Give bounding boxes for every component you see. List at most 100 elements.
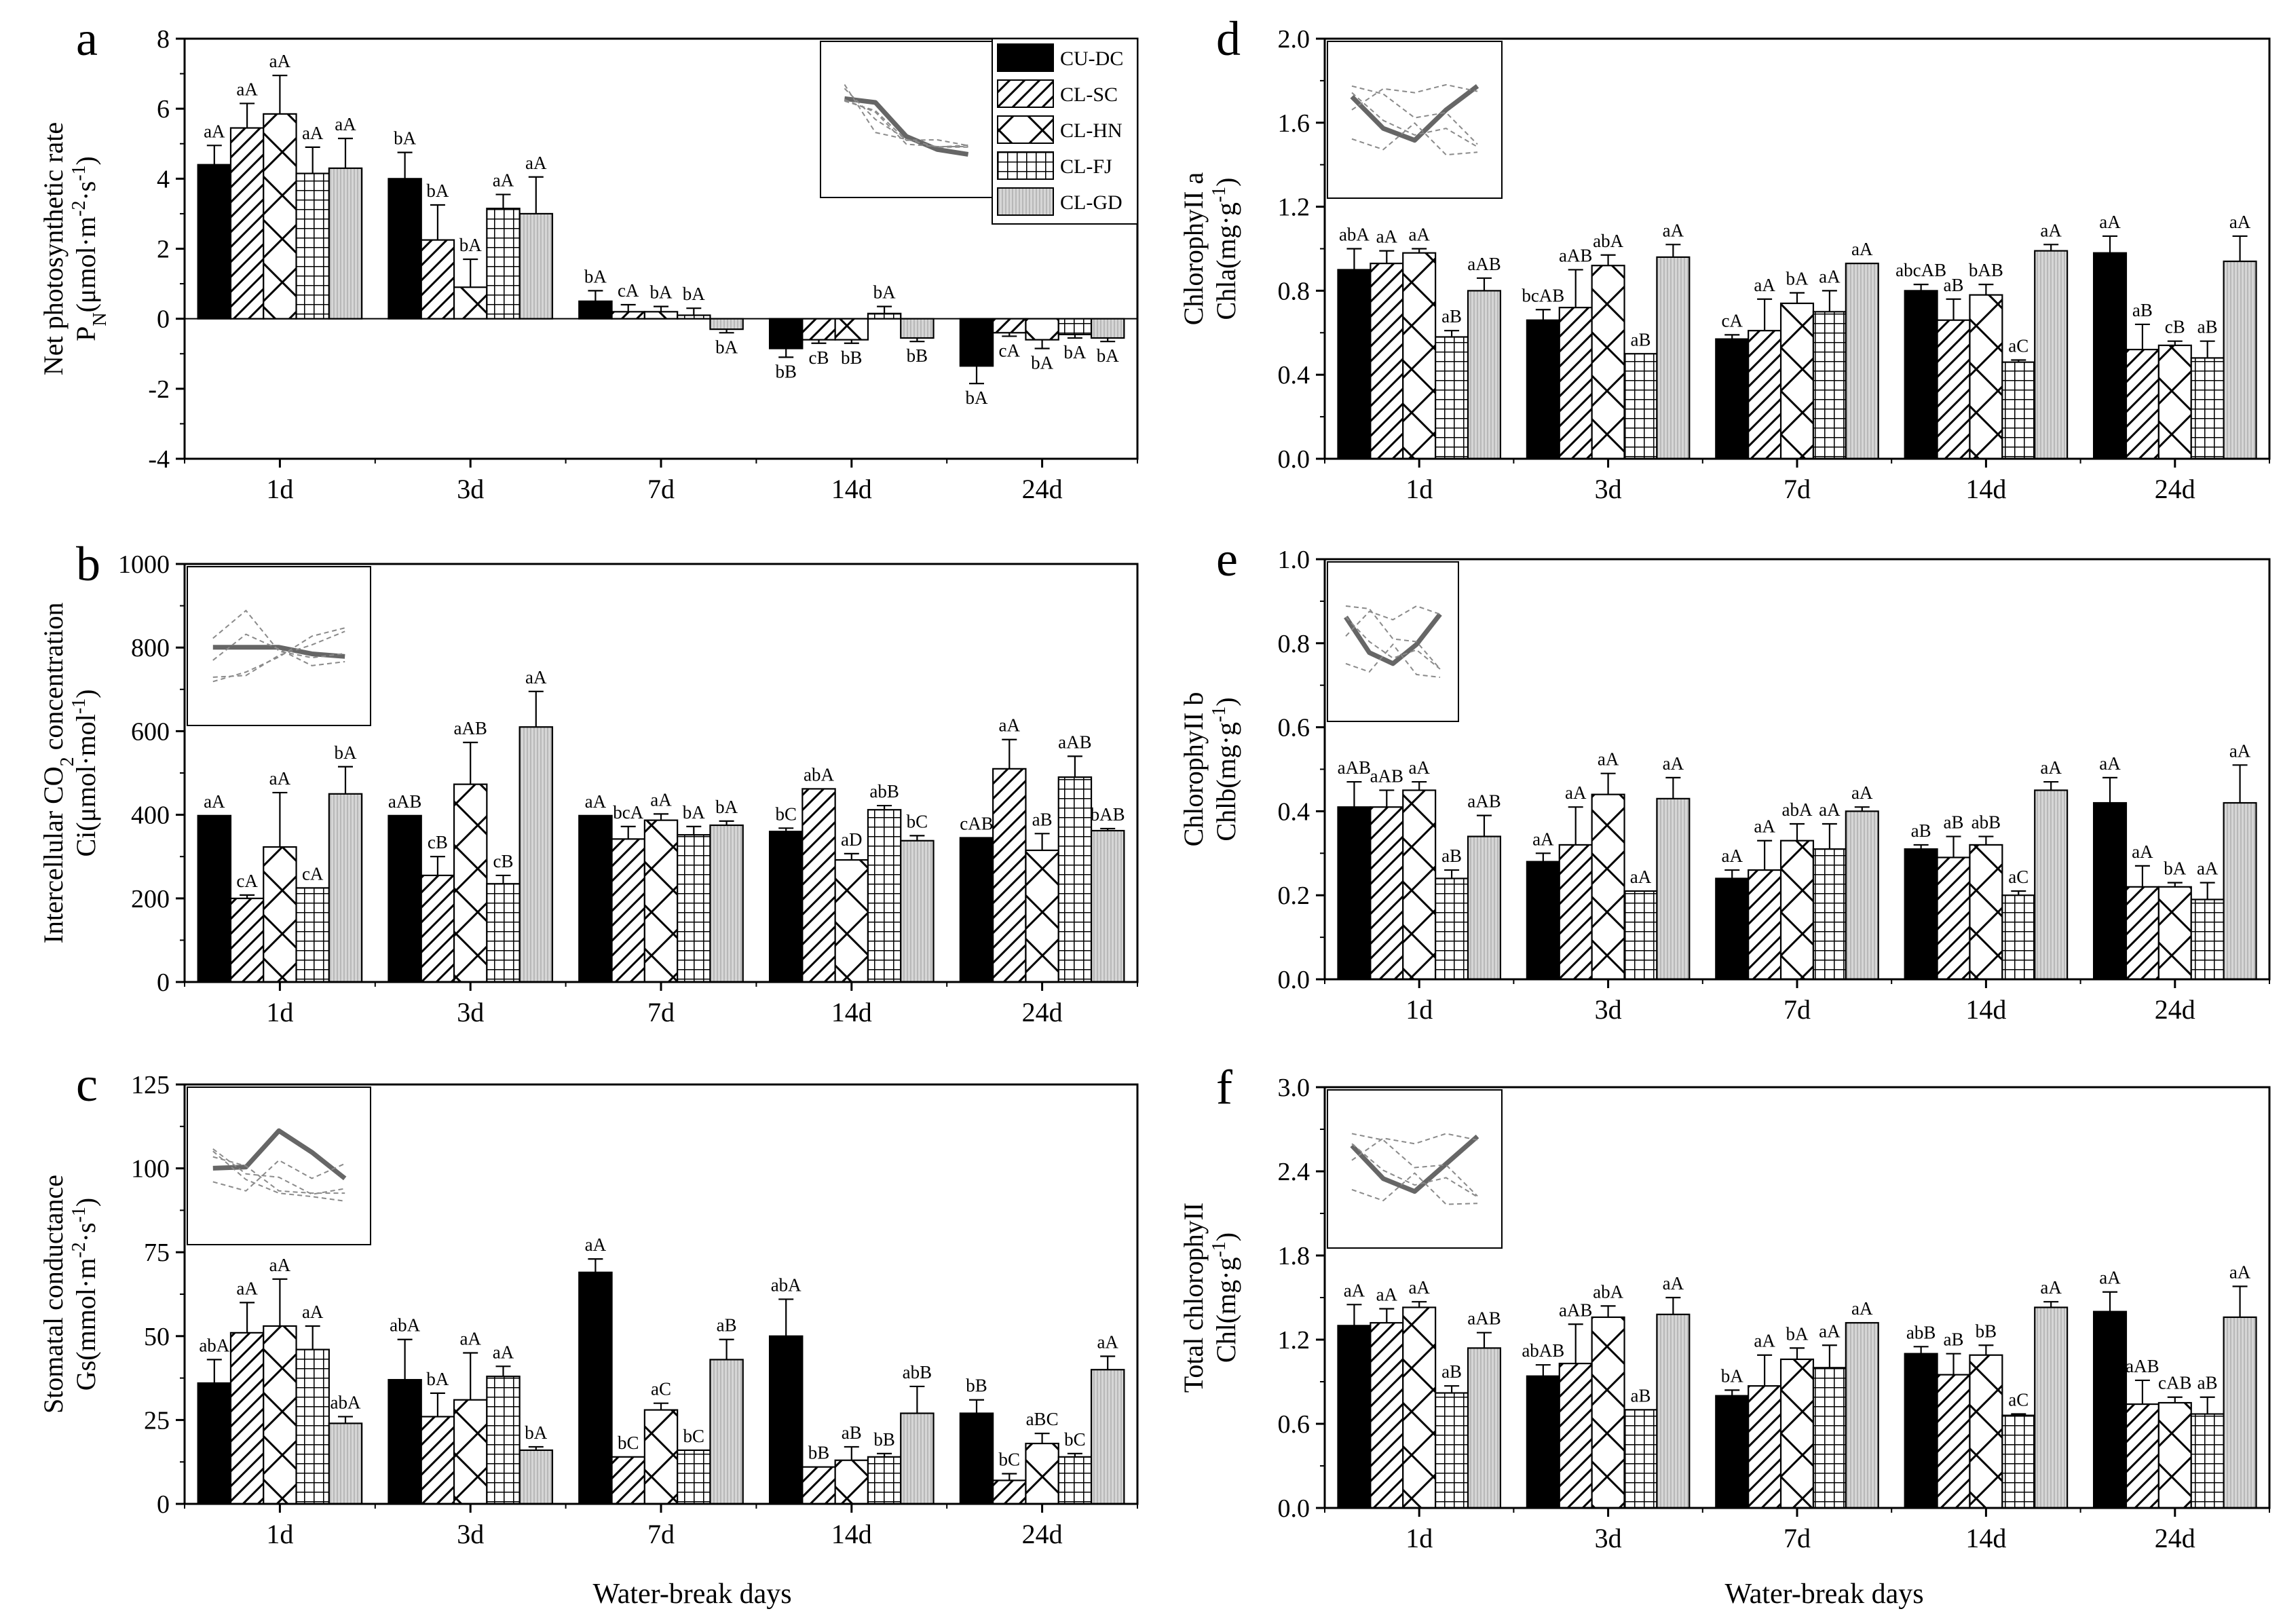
legend-swatch-cu-dc bbox=[997, 43, 1054, 72]
significance-label: aA bbox=[236, 1278, 258, 1298]
inset-line-other bbox=[1351, 1143, 1478, 1198]
bar-cl-sc-24d bbox=[992, 1479, 1027, 1505]
significance-label: bA bbox=[584, 266, 607, 286]
y-tick-label: 0.0 bbox=[1278, 1494, 1310, 1523]
bar-cl-gd-14d bbox=[900, 1412, 935, 1505]
bar-cu-dc-1d bbox=[197, 1382, 232, 1505]
legend-label: CL-SC bbox=[1060, 83, 1118, 106]
bar-cl-sc-24d bbox=[2125, 348, 2159, 460]
y-tick-label: 1.6 bbox=[1278, 109, 1310, 138]
bar-cu-dc-3d bbox=[388, 1378, 422, 1505]
significance-label: aAB bbox=[1370, 766, 1404, 786]
significance-label: bC bbox=[999, 1450, 1021, 1470]
y-tick-label: 0.8 bbox=[1278, 630, 1310, 658]
significance-label: aA bbox=[302, 123, 324, 143]
bar-cl-hn-14d bbox=[834, 859, 869, 983]
bar-cl-sc-14d bbox=[1936, 1374, 1971, 1509]
y-tick-label: 25 bbox=[144, 1406, 170, 1435]
y-tick-label: 1.2 bbox=[1278, 1326, 1310, 1355]
significance-label: aA bbox=[236, 79, 258, 99]
x-tick-label: 1d bbox=[1405, 994, 1433, 1025]
y-axis-unit: Chla(mg·g-1) bbox=[1209, 178, 1242, 320]
bar-cl-hn-3d bbox=[453, 783, 488, 983]
significance-label: aAB bbox=[1338, 757, 1372, 778]
bar-cl-fj-7d bbox=[677, 1449, 711, 1505]
significance-label: bC bbox=[907, 811, 928, 831]
legend-swatch-cl-fj bbox=[997, 151, 1054, 180]
significance-label: aA bbox=[1819, 266, 1841, 286]
significance-label: abA bbox=[771, 1274, 801, 1295]
x-tick-label: 14d bbox=[1965, 474, 2006, 504]
x-tick-label: 7d bbox=[647, 1519, 675, 1549]
y-tick-label: 0 bbox=[157, 968, 170, 997]
significance-label: aA bbox=[1819, 1321, 1841, 1341]
inset-line-main bbox=[212, 1128, 347, 1181]
inset-d bbox=[1327, 41, 1503, 199]
bar-cl-hn-3d bbox=[453, 1399, 488, 1505]
plot-frame bbox=[1323, 1086, 2271, 1509]
significance-label: cA bbox=[1721, 310, 1743, 331]
bar-cl-gd-14d bbox=[900, 839, 935, 983]
significance-label: aA bbox=[1721, 846, 1743, 866]
legend-swatch-cl-sc bbox=[997, 79, 1054, 108]
significance-label: bC bbox=[775, 804, 797, 824]
significance-label: aA bbox=[1376, 227, 1398, 247]
bar-cl-sc-1d bbox=[229, 897, 265, 983]
significance-label: aA bbox=[1532, 829, 1554, 849]
inset-line-other bbox=[1351, 1133, 1478, 1197]
y-tick-label: 0.8 bbox=[1278, 277, 1310, 305]
inset-line-other bbox=[212, 1156, 345, 1194]
significance-label: aA bbox=[204, 121, 225, 141]
significance-label: aA bbox=[1408, 1277, 1430, 1298]
inset-line-main bbox=[1350, 84, 1479, 143]
significance-label: abB bbox=[1906, 1322, 1936, 1342]
bar-cl-hn-3d bbox=[1591, 793, 1625, 981]
inset-line-main bbox=[212, 645, 345, 659]
bar-cu-dc-3d bbox=[388, 178, 422, 320]
plot-frame bbox=[183, 1083, 1139, 1505]
significance-label: aA bbox=[302, 1302, 324, 1322]
x-tick-label: 3d bbox=[1595, 474, 1622, 504]
bar-cl-fj-3d bbox=[486, 208, 521, 320]
bar-cu-dc-1d bbox=[1337, 806, 1372, 981]
y-axis-title: Stomatal conductance bbox=[38, 1175, 69, 1414]
y-tick-label: -4 bbox=[148, 445, 170, 474]
inset-line-other bbox=[212, 633, 345, 666]
x-tick-label: 24d bbox=[2155, 1523, 2195, 1553]
y-tick-label: 3.0 bbox=[1278, 1074, 1310, 1102]
bar-cl-hn-7d bbox=[643, 1409, 679, 1505]
significance-label: cB bbox=[428, 832, 448, 852]
bar-cl-gd-7d bbox=[1845, 810, 1879, 981]
legend-label: CL-GD bbox=[1060, 191, 1122, 214]
inset-line-main bbox=[1350, 1134, 1479, 1194]
x-tick-label: 7d bbox=[647, 474, 675, 504]
bar-cl-gd-7d bbox=[709, 1359, 744, 1505]
bar-cl-sc-1d bbox=[229, 127, 265, 320]
significance-label: aA bbox=[2040, 1277, 2062, 1298]
significance-label: bA bbox=[334, 742, 357, 763]
bar-cl-gd-24d bbox=[2223, 1316, 2257, 1509]
inset-line-other bbox=[1351, 1172, 1478, 1205]
bar-cl-sc-3d bbox=[420, 1416, 455, 1505]
y-tick-label: 8 bbox=[157, 25, 170, 54]
bar-cl-fj-3d bbox=[1623, 890, 1658, 981]
bar-cu-dc-3d bbox=[1526, 861, 1560, 981]
bar-cl-hn-24d bbox=[2157, 886, 2192, 981]
significance-label: aA bbox=[1565, 782, 1587, 803]
bar-cl-hn-24d bbox=[2157, 344, 2192, 460]
bar-cu-dc-7d bbox=[578, 300, 613, 320]
legend-swatch-cl-hn bbox=[997, 115, 1054, 144]
bar-cl-fj-14d bbox=[2001, 361, 2036, 460]
significance-label: cA bbox=[302, 863, 324, 884]
bar-cl-hn-14d bbox=[1969, 844, 2003, 981]
bar-cl-sc-24d bbox=[2125, 1403, 2159, 1509]
bar-cu-dc-3d bbox=[1526, 319, 1560, 460]
bar-cl-gd-3d bbox=[1656, 256, 1691, 460]
inset-line-other bbox=[1351, 85, 1478, 145]
significance-label: bA bbox=[394, 128, 417, 149]
bar-cl-gd-24d bbox=[2223, 260, 2257, 460]
x-tick-label: 7d bbox=[1784, 474, 1811, 504]
bar-cl-fj-24d bbox=[2190, 357, 2225, 460]
bar-cu-dc-1d bbox=[1337, 1325, 1372, 1509]
bar-cl-fj-1d bbox=[295, 172, 330, 320]
